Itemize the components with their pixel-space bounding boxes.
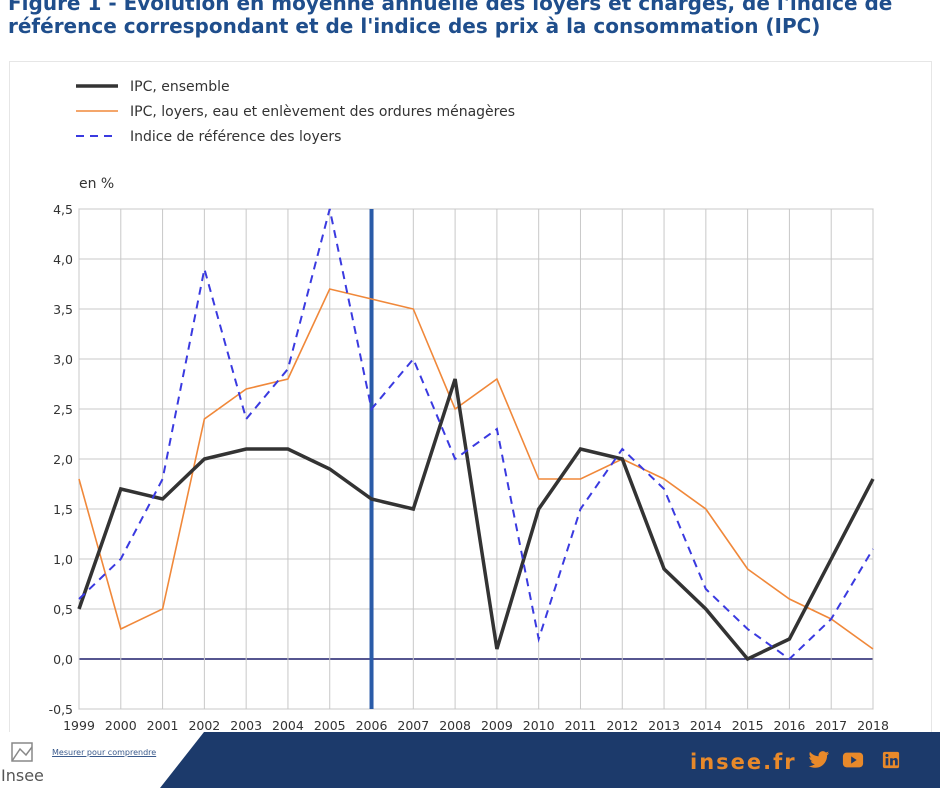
logo-text: Insee xyxy=(1,766,44,785)
x-tick-label: 2005 xyxy=(314,718,346,732)
y-tick-label: 2,5 xyxy=(53,402,73,417)
y-tick-label: 0,5 xyxy=(53,602,73,617)
x-tick-label: 2003 xyxy=(230,718,262,732)
legend-label: IPC, ensemble xyxy=(130,79,230,95)
footer: Insee Mesurer pour comprendre insee.fr xyxy=(0,732,940,788)
y-tick-label: 4,0 xyxy=(53,252,73,267)
youtube-icon[interactable] xyxy=(842,750,864,770)
series-line-2 xyxy=(78,288,874,650)
y-tick-label: 1,5 xyxy=(53,502,73,517)
y-tick-label: 2,0 xyxy=(53,452,73,467)
x-tick-label: 2012 xyxy=(606,718,638,732)
twitter-icon[interactable] xyxy=(808,750,830,770)
x-tick-label: 2006 xyxy=(356,718,388,732)
x-tick-label: 2016 xyxy=(774,718,806,732)
x-tick-label: 2014 xyxy=(690,718,722,732)
y-tick-label: 3,0 xyxy=(53,352,73,367)
x-tick-label: 2000 xyxy=(105,718,137,732)
x-tick-label: 2013 xyxy=(648,718,680,732)
x-tick-label: 2008 xyxy=(439,718,471,732)
y-tick-label: 0,0 xyxy=(53,652,73,667)
series-line-3 xyxy=(78,208,874,661)
y-tick-label: 1,0 xyxy=(53,552,73,567)
x-tick-label: 2010 xyxy=(523,718,555,732)
x-tick-label: 2002 xyxy=(188,718,220,732)
y-tick-label: 4,5 xyxy=(53,202,73,217)
y-tick-label: -0,5 xyxy=(49,702,73,717)
x-tick-label: 2015 xyxy=(732,718,764,732)
chart-title: Figure 1 - Évolution en moyenne annuelle… xyxy=(8,0,893,38)
chart-panel: -0,5 0,0 0,5 1,0 1,5 2,0 2,5 3,0 3,5 4,0 4,5 1999 20… xyxy=(9,61,932,733)
tagline-link[interactable]: Mesurer pour comprendre xyxy=(52,748,157,757)
x-tick-label: 2018 xyxy=(857,718,889,732)
series-line-1 xyxy=(77,378,875,662)
linkedin-icon[interactable] xyxy=(882,750,900,770)
x-tick-label: 2009 xyxy=(481,718,513,732)
x-tick-label: 2007 xyxy=(397,718,429,732)
x-tick-label: 2004 xyxy=(272,718,304,732)
x-tick-label: 2011 xyxy=(565,718,597,732)
line-chart: -0,5 0,0 0,5 1,0 1,5 2,0 2,5 3,0 3,5 4,0 4,5 1999 20… xyxy=(49,79,889,732)
site-link[interactable]: insee.fr xyxy=(690,750,797,774)
y-tick-label: 3,5 xyxy=(53,302,73,317)
x-tick-label: 2001 xyxy=(147,718,179,732)
insee-logo xyxy=(11,742,33,762)
legend-label: IPC, loyers, eau et enlèvement des ordur… xyxy=(130,104,515,120)
x-tick-label: 1999 xyxy=(63,718,95,732)
x-tick-label: 2017 xyxy=(815,718,847,732)
y-axis-label: en % xyxy=(79,176,114,192)
footer-banner xyxy=(160,732,940,788)
legend-label: Indice de référence des loyers xyxy=(130,129,341,145)
